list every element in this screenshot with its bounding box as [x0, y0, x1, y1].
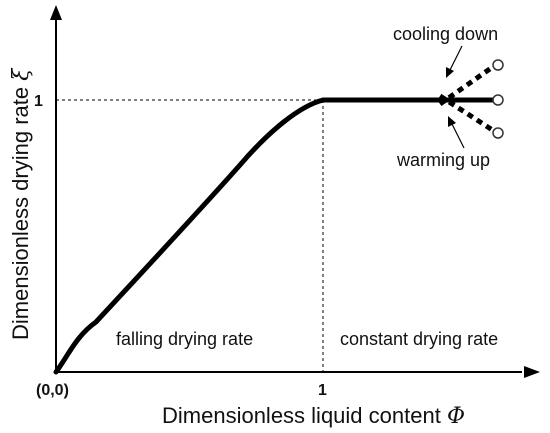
cooling-down-label: cooling down	[393, 24, 498, 44]
y-axis-title: Dimensionless drying rate ξ	[8, 67, 34, 340]
y-tick-one-label: 1	[34, 93, 43, 110]
warming-up-label: warming up	[396, 150, 490, 170]
y-axis-title-text: Dimensionless drying rate	[8, 87, 33, 340]
cooling-pointer-head	[446, 67, 454, 78]
warming-pointer-head	[448, 116, 456, 127]
cooling-pointer-line	[449, 45, 463, 71]
drying-rate-curve	[53, 97, 499, 375]
xi-symbol: ξ	[9, 67, 34, 81]
origin-label: (0,0)	[36, 382, 69, 399]
constant-rate-region-label: constant drying rate	[340, 329, 498, 349]
cooling-down-branch	[438, 63, 496, 107]
warming-end-marker	[492, 127, 504, 139]
x-axis-title-text: Dimensionless liquid content	[162, 403, 441, 428]
x-tick-one-label: 1	[318, 382, 327, 399]
falling-rate-region-label: falling drying rate	[116, 329, 253, 349]
cooling-end-marker	[492, 59, 504, 71]
phi-symbol: Φ	[447, 404, 465, 429]
x-axis-title: Dimensionless liquid content Φ	[162, 403, 465, 429]
warming-pointer-line	[451, 123, 465, 149]
x-axis-arrow	[524, 366, 540, 378]
constant-end-marker	[492, 94, 504, 106]
y-axis-arrow	[50, 5, 62, 20]
